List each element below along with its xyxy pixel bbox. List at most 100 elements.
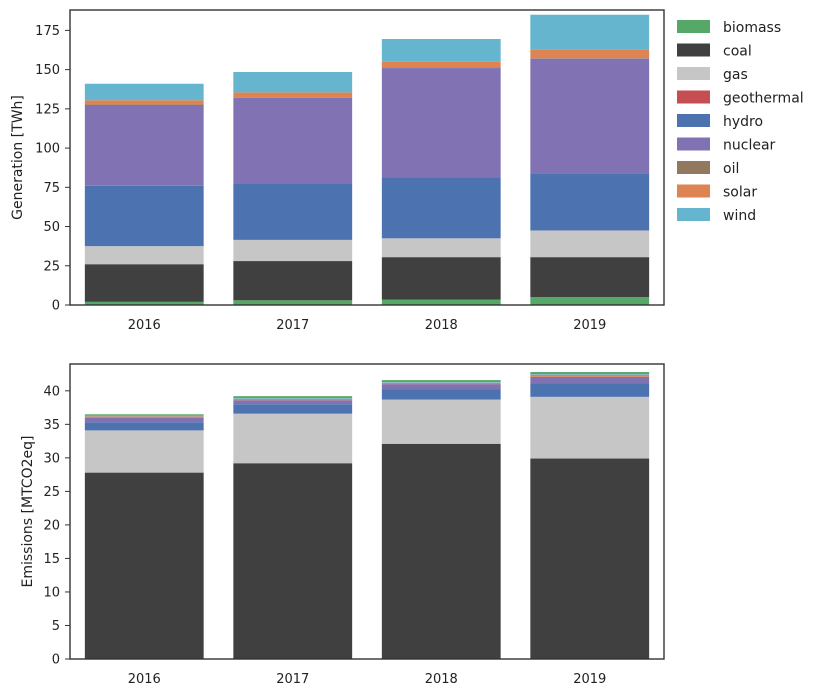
generation-bar-solar-2016	[84, 100, 204, 105]
generation-x-tick-label: 2018	[425, 318, 458, 333]
generation-bar-biomass-2016	[84, 301, 204, 305]
legend-swatch-gas	[677, 67, 710, 80]
legend-label-wind: wind	[723, 208, 756, 224]
emissions-x-tick-label: 2018	[425, 672, 458, 687]
emissions-bar-nuclear-2016	[84, 417, 204, 423]
generation-y-tick-label: 75	[43, 181, 60, 196]
generation-y-tick-label: 150	[35, 63, 60, 78]
generation-bar-gas-2018	[381, 238, 501, 258]
generation-x-tick-label: 2019	[573, 318, 606, 333]
generation-bar-nuclear-2019	[530, 58, 650, 174]
emissions-x-tick-label: 2019	[573, 672, 606, 687]
legend-swatch-biomass	[677, 20, 710, 33]
generation-chart: 2016 2017 2018 2019 0 25 50 75 100 125 150 175 Gener…	[10, 9, 665, 333]
legend-swatch-wind	[677, 208, 710, 221]
legend-swatch-coal	[677, 43, 710, 57]
generation-bar-gas-2016	[84, 246, 204, 265]
emissions-bar-gas-2018	[381, 399, 501, 444]
generation-y-tick-label: 100	[35, 142, 60, 157]
generation-y-tick-label: 50	[43, 220, 60, 235]
emissions-y-tick-label: 40	[43, 384, 60, 399]
generation-bar-biomass-2018	[381, 299, 501, 305]
emissions-y-tick-label: 5	[52, 619, 60, 634]
emissions-bar-wind-2017	[233, 398, 353, 399]
generation-bar-hydro-2018	[381, 177, 501, 239]
emissions-bar-solar-2016	[84, 416, 204, 418]
legend-label-geothermal: geothermal	[723, 91, 804, 107]
generation-bar-gas-2017	[233, 239, 353, 262]
legend-swatch-solar	[677, 184, 710, 198]
emissions-y-tick-label: 35	[43, 418, 60, 433]
emissions-bar-nuclear-2018	[381, 384, 501, 390]
generation-axes-frame	[69, 9, 665, 306]
generation-y-tick-label: 125	[35, 102, 60, 117]
emissions-y-tick-label: 15	[43, 552, 60, 567]
emissions-y-tick-label: 30	[43, 451, 60, 466]
emissions-bar-wind-2018	[381, 382, 501, 383]
emissions-bar-nuclear-2019	[530, 376, 650, 384]
emissions-bar-hydro-2019	[530, 383, 650, 397]
emissions-y-tick-label: 10	[43, 585, 60, 600]
emissions-bar-wind-2019	[530, 374, 650, 375]
legend-swatch-hydro	[677, 114, 710, 127]
emissions-bar-gas-2016	[84, 430, 204, 473]
generation-bar-biomass-2017	[233, 300, 353, 305]
generation-bar-nuclear-2018	[381, 68, 501, 178]
emissions-bar-solar-2018	[381, 382, 501, 385]
emissions-bar-solar-2017	[233, 398, 353, 401]
generation-bar-wind-2017	[233, 71, 353, 93]
generation-x-tick-label: 2017	[276, 318, 309, 333]
legend-label-gas: gas	[723, 67, 748, 83]
emissions-bar-coal-2019	[530, 458, 650, 659]
generation-bar-coal-2016	[84, 264, 204, 302]
emissions-bar-hydro-2018	[381, 389, 501, 400]
emissions-bar-biomass-2019	[530, 372, 650, 375]
emissions-x-tick-label: 2017	[276, 672, 309, 687]
emissions-bar-coal-2017	[233, 463, 353, 659]
emissions-bar-hydro-2016	[84, 422, 204, 431]
emissions-bar-wind-2016	[84, 415, 204, 417]
legend-label-coal: coal	[723, 44, 752, 60]
generation-bar-coal-2017	[233, 261, 353, 301]
emissions-bar-gas-2017	[233, 413, 353, 464]
emissions-bar-gas-2019	[530, 396, 650, 459]
generation-y-tick-label: 175	[35, 24, 60, 39]
legend-label-nuclear: nuclear	[723, 138, 776, 154]
generation-bar-hydro-2017	[233, 183, 353, 240]
emissions-y-tick-label: 25	[43, 485, 60, 500]
generation-bar-coal-2018	[381, 257, 501, 300]
emissions-axes-frame	[69, 363, 665, 660]
emissions-y-axis-label: Emissions [MTCO2eq]	[20, 436, 36, 588]
emissions-bar-biomass-2018	[381, 380, 501, 383]
emissions-bar-biomass-2016	[84, 414, 204, 416]
emissions-bar-nuclear-2017	[233, 400, 353, 405]
generation-bar-solar-2019	[530, 49, 650, 59]
generation-bar-coal-2019	[530, 257, 650, 298]
emissions-x-tick-label: 2016	[128, 672, 161, 687]
generation-bar-solar-2018	[381, 61, 501, 68]
generation-bar-biomass-2019	[530, 297, 650, 305]
generation-y-tick-label: 25	[43, 259, 60, 274]
emissions-bar-biomass-2017	[233, 396, 353, 399]
emissions-bar-coal-2018	[381, 443, 501, 659]
emissions-y-tick-label: 0	[52, 653, 60, 668]
generation-bar-nuclear-2016	[84, 104, 204, 186]
emissions-y-tick-label: 20	[43, 518, 60, 533]
emissions-bar-coal-2016	[84, 472, 204, 659]
legend-label-oil: oil	[723, 161, 739, 177]
legend-label-solar: solar	[723, 185, 757, 201]
generation-bar-hydro-2019	[530, 173, 650, 231]
legend-swatch-oil	[677, 161, 710, 174]
emissions-chart: 2016 2017 2018 2019 0 5 10 15 20 25 30 35 40 Emission…	[20, 363, 665, 687]
generation-x-tick-label: 2016	[128, 318, 161, 333]
generation-bar-nuclear-2017	[233, 97, 353, 184]
generation-bar-gas-2019	[530, 230, 650, 258]
legend-label-biomass: biomass	[723, 20, 781, 36]
generation-bar-wind-2018	[381, 39, 501, 62]
legend: biomass coal gas geothermal hydro nuclear oil s…	[677, 20, 804, 224]
legend-swatch-geothermal	[677, 90, 710, 104]
generation-y-tick-label: 0	[52, 299, 60, 314]
generation-bar-hydro-2016	[84, 185, 204, 247]
legend-label-hydro: hydro	[723, 114, 763, 130]
